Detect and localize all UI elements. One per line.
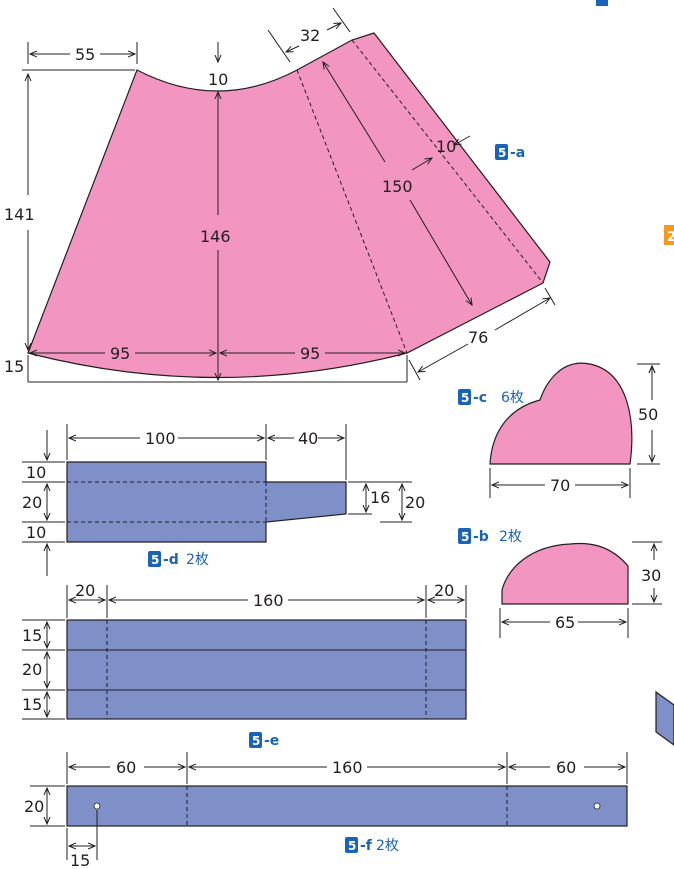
edge-badge-top xyxy=(596,0,608,6)
piece-f: 60 160 60 20 15 5 -f 2枚 xyxy=(24,752,628,869)
piece-d-bottom: 10 xyxy=(26,523,46,542)
edge-piece-fragment xyxy=(655,690,674,746)
piece-b-count: 2枚 xyxy=(499,529,522,545)
piece-c-badge: 5 xyxy=(461,391,469,405)
piece-c-count: 6枚 xyxy=(501,390,524,406)
dim-top-offset: 55 xyxy=(75,45,95,64)
edge-marker-text: 2 xyxy=(667,230,674,245)
piece-c-label: -c xyxy=(473,390,487,406)
piece-f-count: 2枚 xyxy=(376,838,399,854)
piece-c: 50 70 5 -c 6枚 xyxy=(458,362,660,498)
piece-e-badge: 5 xyxy=(252,734,260,748)
piece-d-badge: 5 xyxy=(151,553,159,567)
dim-strip-inner: 10 xyxy=(436,137,456,156)
piece-e-bottom: 15 xyxy=(22,695,42,714)
piece-a-shape xyxy=(27,32,551,379)
dim-bottom-sag: 15 xyxy=(4,357,24,376)
piece-b-height: 30 xyxy=(641,566,661,585)
piece-d: 100 40 10 20 10 16 20 5 -d 2枚 xyxy=(22,424,425,576)
hole-left xyxy=(93,802,101,810)
piece-d-length: 100 xyxy=(145,429,176,448)
piece-e-shape xyxy=(66,619,467,720)
piece-f-shape xyxy=(66,785,628,827)
piece-f-hole-offset: 15 xyxy=(70,851,90,869)
piece-f-middle: 160 xyxy=(332,758,363,777)
piece-b-width: 65 xyxy=(555,613,575,632)
dim-bottom-right: 95 xyxy=(300,344,320,363)
piece-b-shape xyxy=(501,542,629,605)
piece-d-tab-inner: 16 xyxy=(370,488,390,507)
piece-d-tab-outer: 20 xyxy=(405,493,425,512)
piece-e-right: 20 xyxy=(434,581,454,600)
hole-right xyxy=(593,802,601,810)
piece-f-left: 60 xyxy=(116,758,136,777)
piece-e-left: 20 xyxy=(75,581,95,600)
piece-e-middle: 160 xyxy=(253,591,284,610)
dim-top-sag: 10 xyxy=(208,70,228,89)
piece-e-center: 20 xyxy=(22,660,42,679)
piece-f-label: -f xyxy=(360,838,373,854)
piece-d-count: 2枚 xyxy=(186,552,209,568)
piece-c-height: 50 xyxy=(638,405,658,424)
piece-d-label: -d xyxy=(163,552,179,568)
piece-e: 20 160 20 15 20 15 5 -e xyxy=(22,581,467,749)
piece-b: 30 65 5 -b 2枚 xyxy=(458,528,662,638)
piece-e-top: 15 xyxy=(22,626,42,645)
dim-center-height: 146 xyxy=(200,227,231,246)
piece-d-tab-length: 40 xyxy=(298,429,318,448)
piece-e-label: -e xyxy=(264,733,279,749)
dim-side-width: 76 xyxy=(468,328,488,347)
piece-c-width: 70 xyxy=(550,476,570,495)
piece-d-middle: 20 xyxy=(22,493,42,512)
piece-c-shape xyxy=(489,362,633,465)
dim-strip-width: 32 xyxy=(300,26,320,45)
dim-slant-length: 150 xyxy=(382,177,413,196)
edge-marker xyxy=(664,225,674,245)
piece-a-badge: 5 xyxy=(498,146,506,160)
piece-f-height: 20 xyxy=(24,797,44,816)
piece-b-label: -b xyxy=(473,529,489,545)
piece-a: 55 141 10 146 32 150 10 15 95 xyxy=(4,7,556,383)
dim-bottom-left: 95 xyxy=(110,344,130,363)
piece-a-label: -a xyxy=(510,145,525,161)
piece-b-badge: 5 xyxy=(461,530,469,544)
dim-left-height: 141 xyxy=(4,205,35,224)
piece-f-badge: 5 xyxy=(348,839,356,853)
piece-f-right: 60 xyxy=(556,758,576,777)
piece-d-shape xyxy=(66,461,347,543)
piece-d-top: 10 xyxy=(26,463,46,482)
